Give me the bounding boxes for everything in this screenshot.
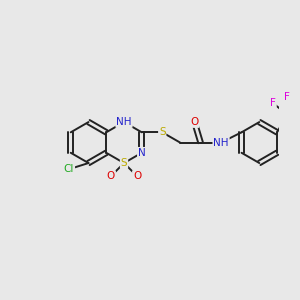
Text: F: F [284,92,290,102]
Text: S: S [159,127,166,137]
Text: N: N [138,148,146,158]
Text: O: O [107,171,115,181]
Text: F: F [270,98,276,108]
Text: NH: NH [213,137,229,148]
Text: S: S [121,158,127,168]
Text: Cl: Cl [64,164,74,174]
Text: NH: NH [116,117,132,127]
Text: O: O [133,171,141,181]
Text: F: F [299,98,300,108]
Text: O: O [190,117,199,127]
